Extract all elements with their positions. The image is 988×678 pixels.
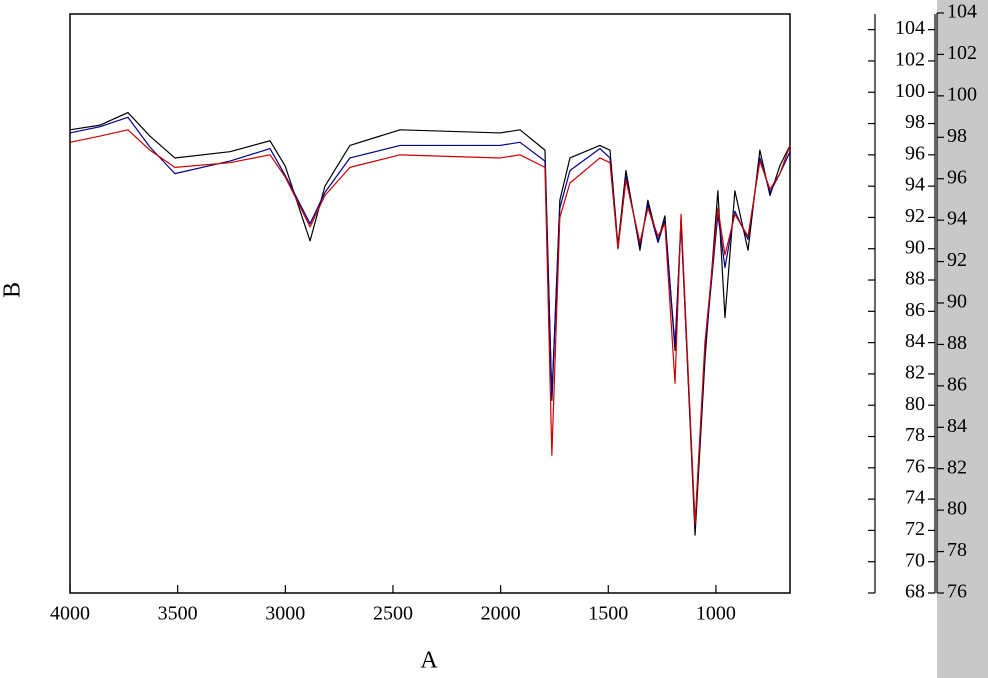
y-tick-label: 72 <box>905 518 925 540</box>
y2-tick-label: 76 <box>947 581 967 603</box>
y2-tick-label: 96 <box>947 166 967 188</box>
x-axis-title: A <box>420 648 438 674</box>
x-tick-label: 2500 <box>373 603 413 625</box>
spectrum-line <box>69 116 791 527</box>
x-tick-label: 4000 <box>50 603 90 625</box>
y-tick-label: 68 <box>905 581 925 603</box>
plot-frame <box>69 13 791 594</box>
y-axis-title: B <box>0 282 26 298</box>
y-tick-label: 96 <box>905 142 925 164</box>
y2-tick-label: 100 <box>947 83 977 105</box>
y2-tick-label: 84 <box>947 415 967 437</box>
y-tick-label: 76 <box>905 455 925 477</box>
y-tick-label: 88 <box>905 268 925 290</box>
y2-tick-label: 80 <box>947 498 967 520</box>
spectrum-line <box>69 129 791 525</box>
y-tick-label: 90 <box>905 236 925 258</box>
y-tick-label: 100 <box>895 80 925 102</box>
y-tick-label: 70 <box>905 549 925 571</box>
y-tick-label: 82 <box>905 362 925 384</box>
spectrum-line <box>69 111 791 536</box>
y-tick-label: 98 <box>905 111 925 133</box>
y2-tick-label: 98 <box>947 125 967 147</box>
y2-tick-label: 78 <box>947 539 967 561</box>
y-tick-label: 80 <box>905 393 925 415</box>
x-tick-label: 2000 <box>481 603 521 625</box>
y2-tick-label: 94 <box>947 208 967 230</box>
axis-panel <box>937 0 988 678</box>
y2-tick-label: 102 <box>947 42 977 64</box>
y2-tick-label: 88 <box>947 332 967 354</box>
y-tick-label: 74 <box>905 487 925 509</box>
x-tick-label: 3000 <box>265 603 305 625</box>
y2-tick-label: 86 <box>947 373 967 395</box>
x-tick-label: 1000 <box>696 603 736 625</box>
y-tick-label: 104 <box>895 17 925 39</box>
y-tick-label: 84 <box>905 330 925 352</box>
x-tick-label: 1500 <box>588 603 628 625</box>
y2-tick-label: 82 <box>947 456 967 478</box>
y-tick-label: 94 <box>905 174 925 196</box>
y2-tick-label: 92 <box>947 249 967 271</box>
x-tick-label: 3500 <box>158 603 198 625</box>
y-tick-label: 92 <box>905 205 925 227</box>
y-tick-label: 78 <box>905 424 925 446</box>
y-tick-label: 102 <box>895 49 925 71</box>
y2-tick-label: 104 <box>947 1 977 23</box>
y-tick-label: 86 <box>905 299 925 321</box>
y2-tick-label: 90 <box>947 291 967 313</box>
